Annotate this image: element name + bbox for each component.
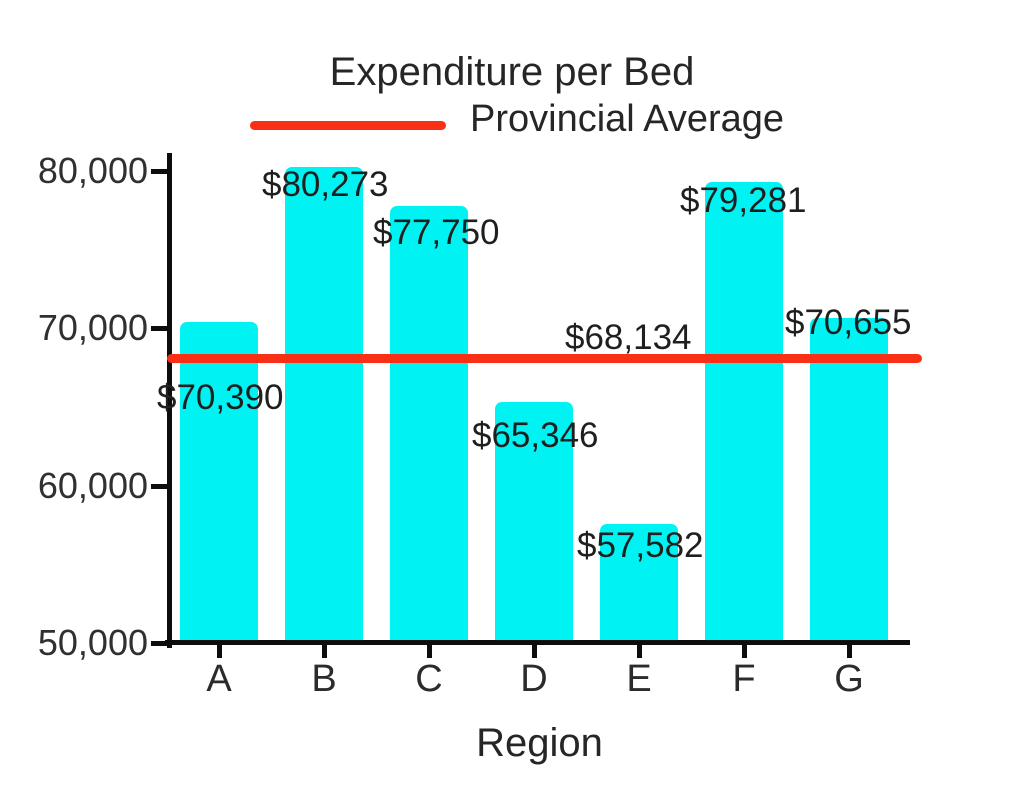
legend-line-swatch	[250, 121, 446, 130]
bar-region-A	[180, 322, 258, 645]
bar-value-label-F: $79,281	[680, 181, 807, 221]
chart-title: Expenditure per Bed	[329, 50, 695, 94]
legend-label: Provincial Average	[470, 98, 785, 140]
bar-value-label-D: $65,346	[472, 415, 599, 455]
x-tick-mark	[217, 644, 222, 658]
bar-region-C	[390, 206, 468, 645]
x-tick-mark	[637, 644, 642, 658]
x-tick-mark	[322, 644, 327, 658]
x-tick-label-A: A	[206, 658, 232, 700]
y-tick-label: 70,000	[37, 307, 148, 349]
x-axis-title: Region	[476, 721, 603, 765]
bar-region-G	[810, 318, 888, 645]
x-axis-line	[165, 640, 910, 645]
x-tick-label-D: D	[520, 658, 548, 700]
bar-value-label-B: $80,273	[262, 164, 389, 204]
bar-value-label-A: $70,390	[157, 378, 284, 418]
y-tick-label: 50,000	[37, 622, 148, 663]
x-tick-label-F: F	[732, 658, 756, 700]
x-tick-mark	[847, 644, 852, 658]
provincial-average-line	[167, 353, 922, 363]
y-axis-line	[167, 153, 172, 648]
x-tick-label-B: B	[311, 658, 337, 700]
bar-region-B	[285, 166, 363, 645]
y-tick-mark	[151, 326, 168, 332]
x-tick-mark	[532, 644, 537, 658]
bar-value-label-G: $70,655	[785, 303, 912, 343]
x-tick-label-E: E	[626, 658, 652, 700]
bar-region-D	[495, 401, 573, 645]
y-tick-label: 60,000	[37, 464, 148, 506]
bar-region-F	[705, 182, 783, 645]
x-tick-mark	[427, 644, 432, 658]
y-tick-label: 80,000	[37, 150, 148, 191]
y-tick-mark	[151, 641, 168, 646]
x-tick-label-C: C	[415, 658, 443, 700]
y-tick-mark	[151, 483, 168, 489]
bar-value-label-E: $57,582	[577, 525, 704, 565]
x-tick-label-G: G	[834, 658, 864, 700]
x-tick-mark	[742, 644, 747, 658]
provincial-average-value-label: $68,134	[565, 318, 692, 357]
bar-region-E	[600, 523, 678, 645]
y-tick-mark	[151, 169, 168, 174]
bar-value-label-C: $77,750	[373, 213, 500, 253]
